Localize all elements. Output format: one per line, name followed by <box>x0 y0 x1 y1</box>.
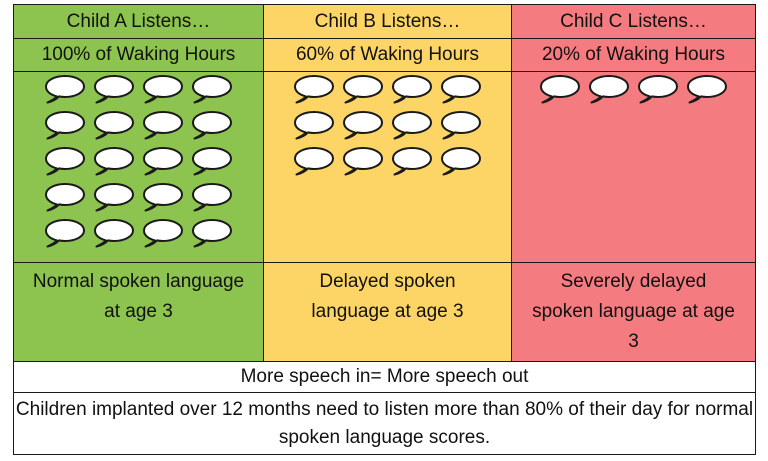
child-c-bubbles <box>512 72 755 105</box>
child-c-percent: 20% of Waking Hours <box>511 37 756 73</box>
motto-row: More speech in= More speech out <box>13 360 756 394</box>
speech-bubble-icon <box>589 75 629 104</box>
speech-bubble-icon <box>45 147 85 176</box>
speech-bubble-icon <box>94 219 134 248</box>
child-c-outcome-cell: Severely delayed spoken language at age … <box>511 262 756 362</box>
child-a-bubbles-cell <box>13 71 264 263</box>
speech-bubble-icon <box>687 75 727 104</box>
child-b-title: Child B Listens… <box>263 4 512 39</box>
speech-bubble-icon <box>45 219 85 248</box>
speech-bubble-icon <box>294 147 334 176</box>
note-text: Children implanted over 12 months need t… <box>15 398 754 448</box>
child-c-bubbles-cell <box>511 71 756 263</box>
child-b-bubbles-cell <box>263 71 512 263</box>
note-row: Children implanted over 12 months need t… <box>13 392 756 455</box>
speech-bubble-icon <box>45 111 85 140</box>
child-c-title: Child C Listens… <box>511 4 756 39</box>
speech-bubble-icon <box>45 75 85 104</box>
speech-bubble-icon <box>294 111 334 140</box>
speech-bubble-icon <box>392 147 432 176</box>
speech-bubble-icon <box>192 183 232 212</box>
child-b-bubbles <box>264 72 511 177</box>
speech-bubble-icon <box>392 111 432 140</box>
motto: More speech in= More speech out <box>13 360 756 394</box>
child-a-percent: 100% of Waking Hours <box>13 37 264 73</box>
speech-bubble-icon <box>343 147 383 176</box>
percent-row: 100% of Waking Hours 60% of Waking Hours… <box>13 37 756 73</box>
speech-bubble-icon <box>143 147 183 176</box>
speech-bubble-icon <box>94 183 134 212</box>
child-a-bubbles <box>14 72 263 249</box>
listening-comparison-table: Child A Listens… Child B Listens… Child … <box>13 4 756 455</box>
child-a-title: Child A Listens… <box>13 4 264 39</box>
speech-bubble-icon <box>192 75 232 104</box>
speech-bubble-icon <box>441 111 481 140</box>
speech-bubble-icon <box>343 75 383 104</box>
speech-bubble-icon <box>638 75 678 104</box>
speech-bubble-icon <box>143 219 183 248</box>
speech-bubble-icon <box>192 147 232 176</box>
note: Children implanted over 12 months need t… <box>13 392 756 455</box>
child-a-outcome: Normal spoken language at age 3 <box>32 271 245 322</box>
speech-bubble-icon <box>294 75 334 104</box>
speech-bubble-icon <box>192 111 232 140</box>
speech-bubble-icon <box>441 75 481 104</box>
speech-bubble-icon <box>143 75 183 104</box>
child-c-outcome: Severely delayed spoken language at age … <box>532 271 735 352</box>
speech-bubble-icon <box>143 111 183 140</box>
speech-bubble-icon <box>192 219 232 248</box>
speech-bubble-icon <box>143 183 183 212</box>
child-b-outcome-cell: Delayed spoken language at age 3 <box>263 262 512 362</box>
speech-bubble-icon <box>392 75 432 104</box>
speech-bubble-icon <box>94 147 134 176</box>
outcome-row: Normal spoken language at age 3 Delayed … <box>13 262 756 362</box>
speech-bubble-icon <box>540 75 580 104</box>
speech-bubble-icon <box>343 111 383 140</box>
speech-bubble-icon <box>94 75 134 104</box>
speech-bubble-icon <box>45 183 85 212</box>
child-b-percent: 60% of Waking Hours <box>263 37 512 73</box>
child-b-outcome: Delayed spoken language at age 3 <box>311 271 464 322</box>
speech-bubbles-row <box>13 71 756 263</box>
title-row: Child A Listens… Child B Listens… Child … <box>13 4 756 39</box>
child-a-outcome-cell: Normal spoken language at age 3 <box>13 262 264 362</box>
speech-bubble-icon <box>94 111 134 140</box>
speech-bubble-icon <box>441 147 481 176</box>
